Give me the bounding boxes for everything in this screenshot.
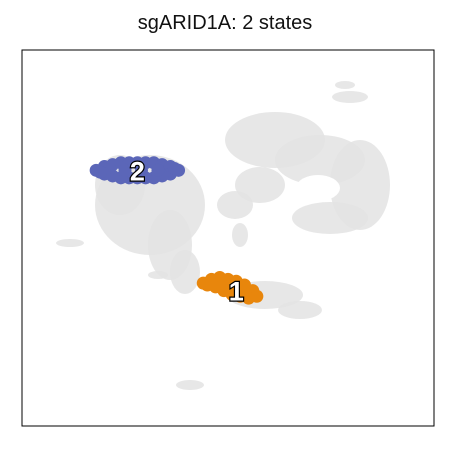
plot-frame — [21, 49, 435, 427]
background-cell-region — [232, 223, 248, 247]
background-cell-region — [217, 191, 253, 219]
data-point — [118, 163, 132, 177]
data-point — [205, 277, 219, 291]
background-cell-region — [170, 250, 200, 294]
background-cell-region — [235, 167, 285, 203]
chart-title: sgARID1A: 2 states — [137, 12, 313, 34]
series-2 — [89, 156, 186, 185]
background-cell-region — [332, 91, 368, 103]
background-gap — [296, 175, 340, 201]
data-point — [167, 161, 181, 175]
data-point — [93, 165, 107, 179]
cluster-label-2: 2 — [130, 156, 145, 186]
background-cell-region — [292, 202, 368, 234]
background-cell-region — [335, 81, 355, 89]
data-point — [233, 280, 247, 294]
cluster-label-1: 1 — [229, 277, 244, 307]
series-1 — [196, 270, 264, 305]
background-cell-region — [56, 239, 84, 247]
cluster-labels: 12 — [129, 155, 245, 308]
data-point — [134, 163, 148, 177]
background-cell-region — [148, 271, 168, 279]
background-cell-region — [278, 301, 322, 319]
background-cell-region — [176, 380, 204, 390]
series-layer — [89, 156, 264, 305]
data-point — [151, 163, 165, 177]
